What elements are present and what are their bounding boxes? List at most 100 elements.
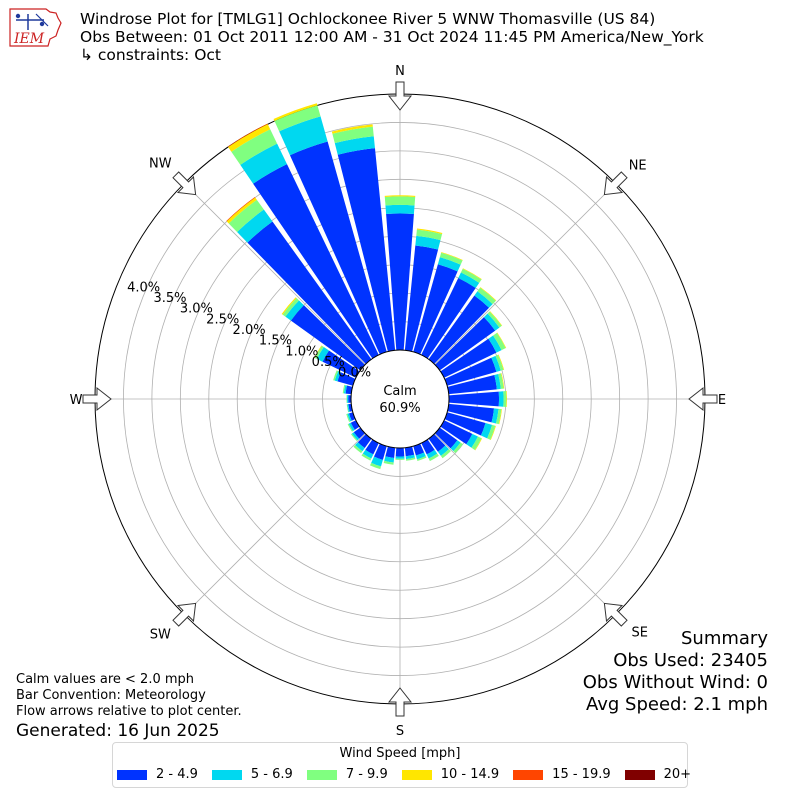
calm-value: 60.9%: [379, 401, 420, 416]
direction-label-e: E: [718, 393, 726, 408]
windrose-bar-segment: [337, 372, 356, 386]
chart-subtitle: Obs Between: 01 Oct 2011 12:00 AM - 31 O…: [80, 28, 704, 46]
windrose-bar-segment: [384, 195, 416, 197]
legend-swatch: [624, 769, 655, 780]
windrose-bar-segment: [440, 449, 451, 459]
windrose-bar-segment: [282, 298, 299, 317]
flow-arrow-icon: [82, 386, 112, 412]
windrose-bar-segment: [444, 357, 497, 386]
windrose-bar-segment: [351, 432, 360, 441]
summary-title: Summary: [681, 628, 768, 649]
windrose-bar-segment: [498, 373, 504, 389]
windrose-bar-segment: [355, 442, 365, 452]
direction-label-w: W: [70, 393, 83, 408]
windrose-bar-segment: [332, 126, 374, 144]
notes-panel: Calm values are < 2.0 mph Bar Convention…: [16, 672, 242, 741]
grid-spoke: [434, 433, 616, 615]
legend-swatch: [401, 769, 432, 780]
windrose-bar-segment: [333, 370, 339, 381]
windrose-bar-segment: [494, 373, 501, 390]
windrose-bar-segment: [477, 287, 496, 305]
windrose-bar-segment: [347, 423, 353, 432]
windrose-bar-segment: [273, 103, 318, 122]
windrose-bar-segment: [228, 199, 264, 233]
radial-tick-label: 2.5%: [206, 312, 239, 327]
windrose-bar-segment: [316, 347, 329, 362]
windrose-bar-segment: [343, 385, 348, 394]
windrose-bar-segment: [365, 439, 379, 455]
windrose-bar-segment: [227, 123, 268, 148]
windrose-bar-segment: [357, 434, 372, 449]
windrose-bar-segment: [347, 395, 349, 403]
windrose-bar-segment: [384, 456, 395, 463]
legend-swatch: [513, 769, 544, 780]
summary-obs-used: Obs Used: 23405: [613, 650, 768, 671]
windrose-bar-segment: [253, 164, 379, 359]
windrose-bar-segment: [395, 458, 405, 460]
windrose-bar-segment: [496, 332, 507, 349]
windrose-bar-segment: [437, 445, 449, 456]
windrose-bar-segment: [416, 456, 427, 461]
windrose-bar-segment: [428, 453, 439, 462]
windrose-bar-segment: [440, 338, 497, 378]
summary-panel: Summary Obs Used: 23405 Obs Without Wind…: [583, 628, 768, 716]
windrose-bar-segment: [489, 311, 503, 326]
flow-arrow-icon: [603, 171, 628, 196]
title-block: Windrose Plot for [TMLG1] Ochlockonee Ri…: [80, 10, 704, 64]
windrose-bar-segment: [495, 408, 502, 425]
windrose-bar-segment: [474, 438, 483, 451]
legend-label: 7 - 9.9: [345, 767, 388, 782]
windrose-bar-segment: [231, 129, 278, 165]
windrose-bar-segment: [405, 457, 416, 461]
grid-ring: [179, 178, 621, 620]
windrose-bar-segment: [331, 124, 373, 134]
windrose-bar-segment: [348, 403, 353, 412]
windrose-bar-segment: [416, 228, 443, 235]
bar-convention-note: Bar Convention: Meteorology: [16, 688, 206, 703]
windrose-bar-segment: [421, 277, 476, 359]
windrose-bar-segment: [488, 335, 502, 353]
windrose-bar-segment: [347, 413, 352, 422]
windrose-bar-segment: [483, 313, 500, 331]
windrose-bar-segment: [290, 305, 365, 371]
windrose-bar-segment: [480, 287, 497, 301]
windrose-bar-segment: [415, 452, 426, 460]
windrose-bar-segment: [503, 391, 507, 407]
legend-items: 2 - 4.9 5 - 6.9 7 - 9.9 10 - 14.9 15 - 19.9 2…: [117, 767, 705, 782]
windrose-bar-segment: [362, 449, 374, 459]
windrose-bar-segment: [274, 105, 321, 132]
iem-logo: IEM: [9, 8, 62, 47]
windrose-bar-segment: [435, 427, 458, 449]
legend-item: 7 - 9.9: [306, 767, 388, 782]
windrose-bar-segment: [228, 124, 271, 152]
windrose-bar-segment: [466, 433, 478, 448]
legend-label: 2 - 4.9: [156, 767, 198, 782]
windrose-bar-segment: [480, 423, 493, 439]
legend-item: 10 - 14.9: [401, 767, 499, 782]
windrose-bar-segment: [462, 268, 482, 280]
windrose-bar-segment: [346, 404, 349, 413]
grid-spoke: [184, 183, 366, 365]
windrose-bar-segment: [450, 440, 461, 452]
windrose-bar-segment: [350, 433, 358, 442]
windrose-bar-segment: [495, 354, 504, 371]
windrose-bar-segment: [428, 295, 490, 364]
windrose-bar-segment: [487, 424, 496, 440]
legend-item: 5 - 6.9: [211, 767, 293, 782]
windrose-bar-segment: [314, 345, 324, 360]
direction-label-se: SE: [631, 626, 647, 641]
grid-spoke: [184, 433, 366, 615]
chart-title: Windrose Plot for [TMLG1] Ochlockonee Ri…: [80, 10, 656, 28]
radial-tick-label: 3.0%: [180, 302, 213, 317]
legend-title: Wind Speed [mph]: [339, 746, 461, 761]
windrose-bar-segment: [353, 445, 363, 454]
windrose-bar-segment: [350, 420, 360, 430]
windrose-bar-segment: [404, 446, 415, 457]
windrose-bar-segment: [281, 297, 297, 315]
windrose-bar-segment: [413, 264, 458, 355]
windrose-bar-segment: [447, 403, 495, 423]
windrose-bar-segment: [490, 425, 496, 440]
windrose-bar-segment: [428, 434, 446, 452]
windrose-bar-segment: [416, 229, 443, 241]
grid-ring: [123, 122, 677, 676]
